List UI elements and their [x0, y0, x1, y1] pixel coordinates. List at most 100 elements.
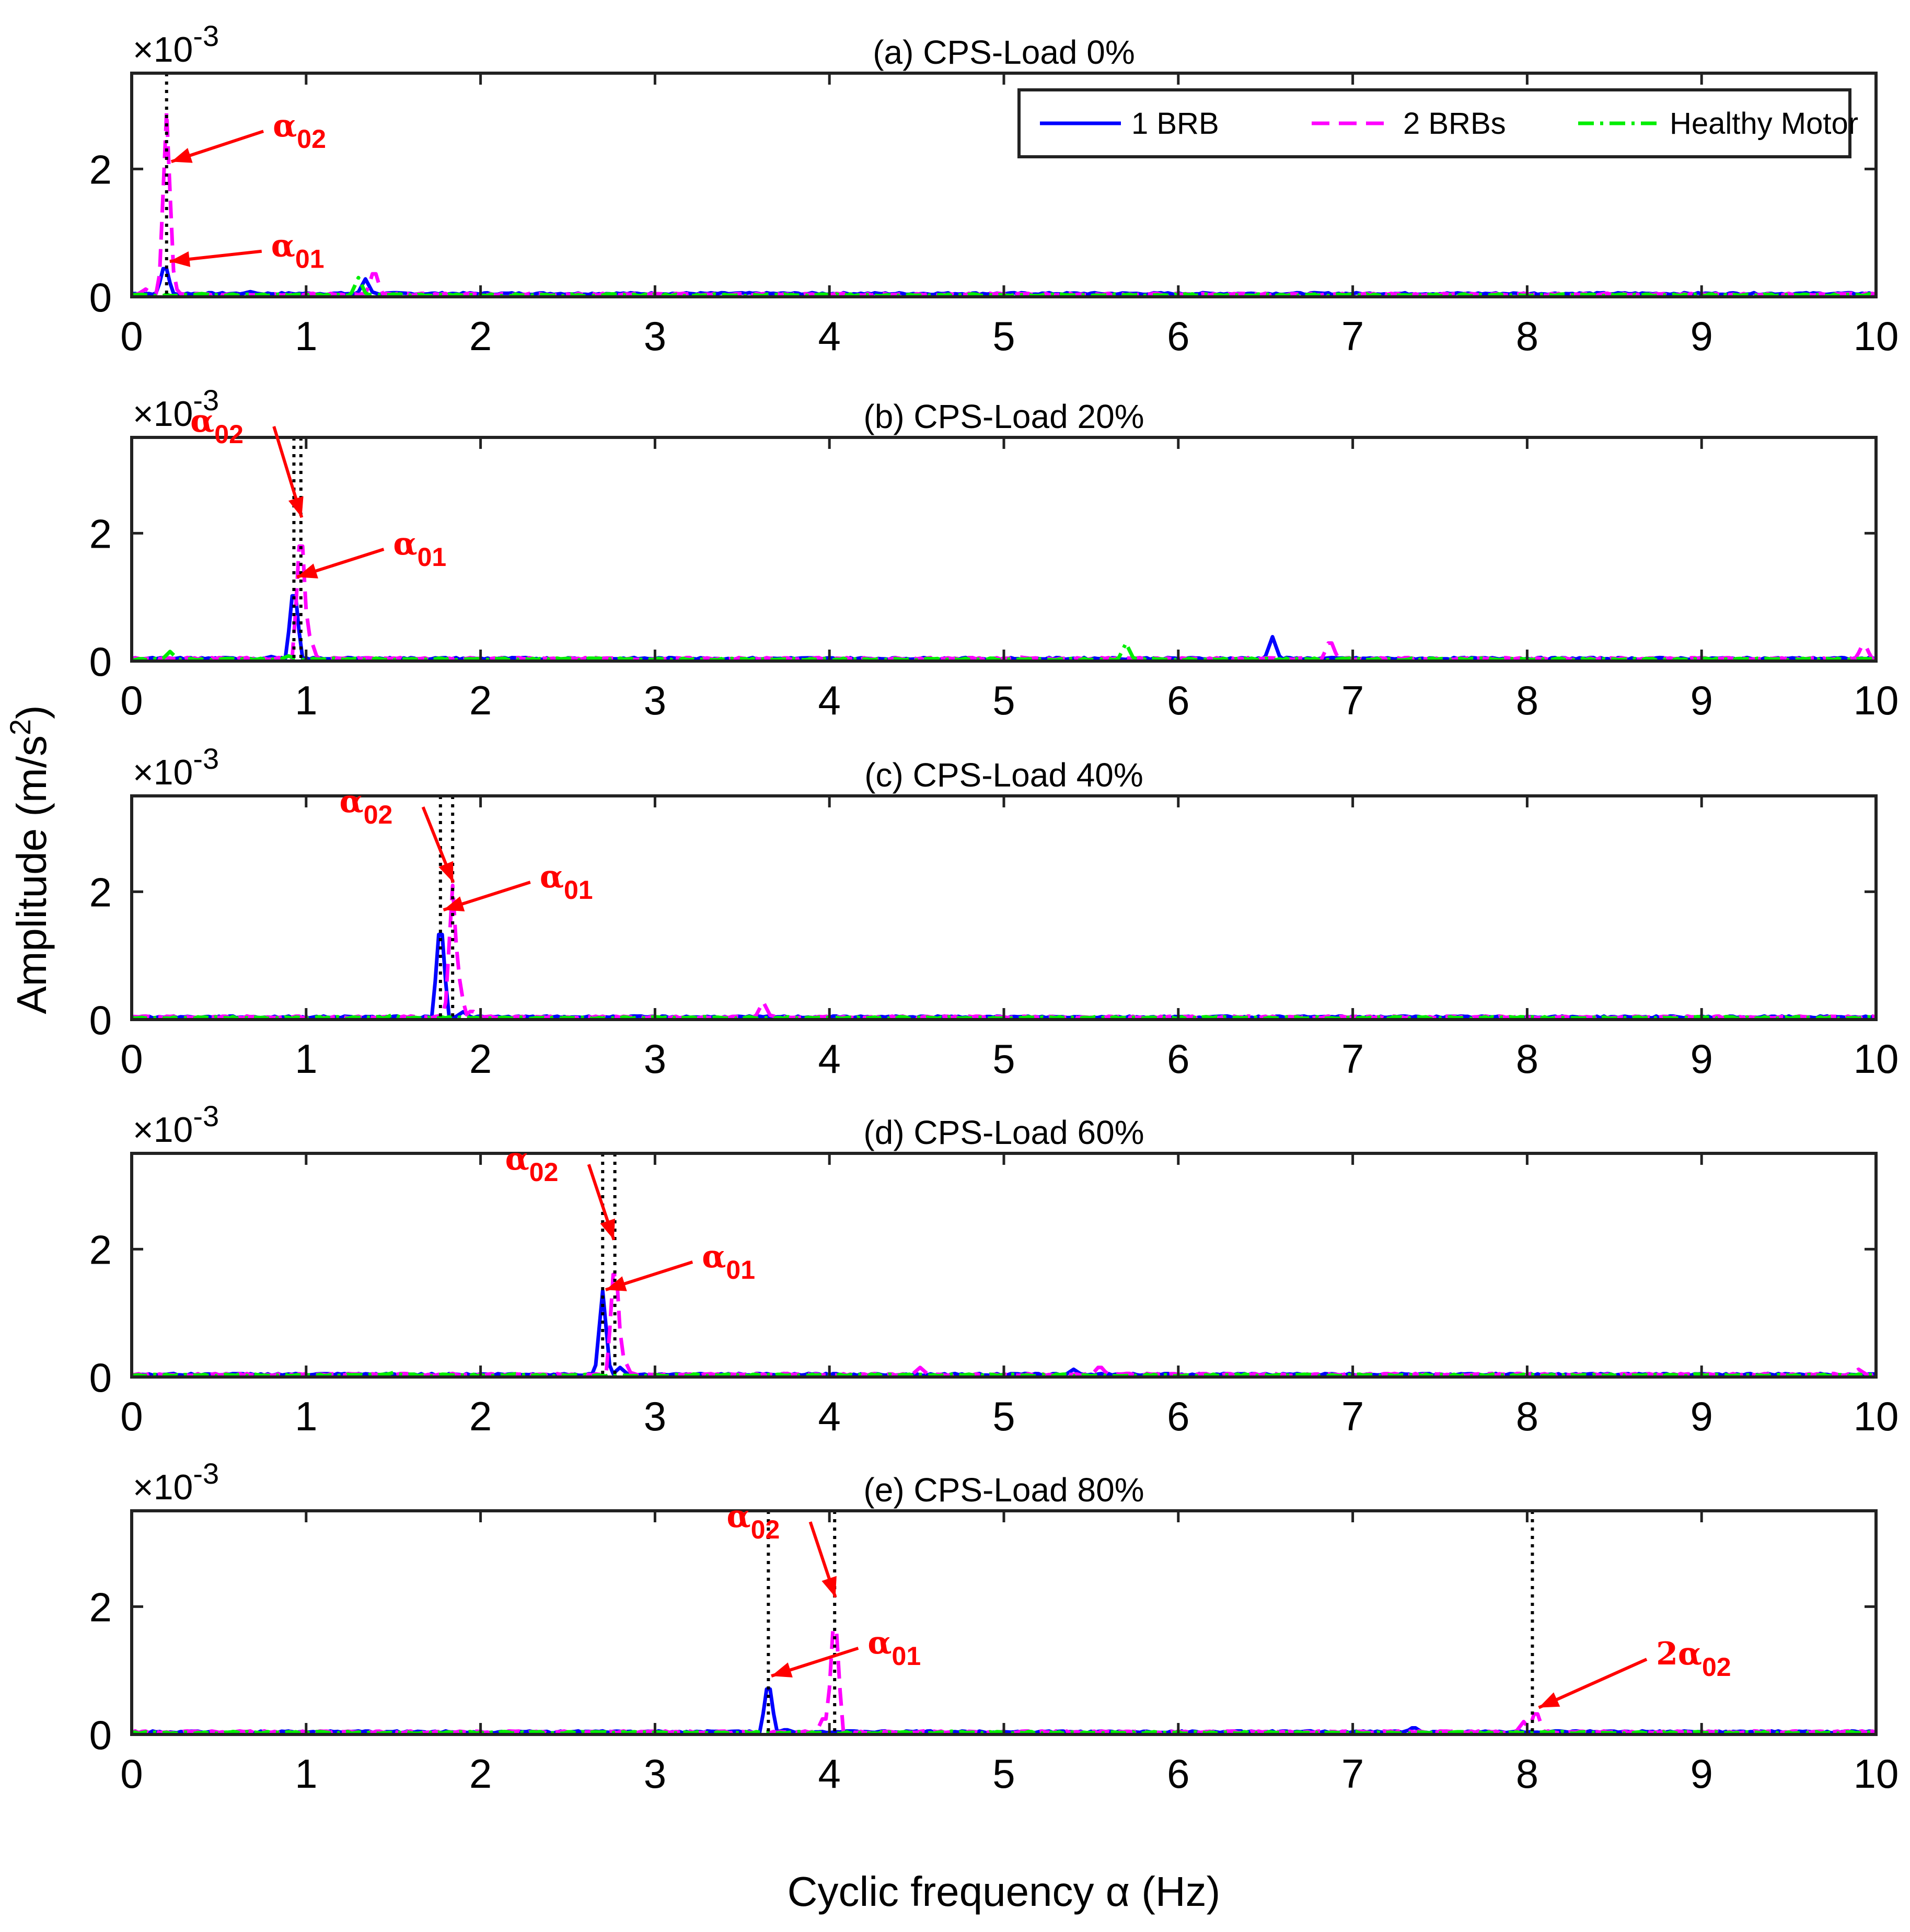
annotation-label: α01 [540, 859, 593, 905]
y-tick-label: 0 [89, 1712, 112, 1758]
annotation-arrowhead [171, 148, 193, 163]
annotation-arrowhead [288, 496, 304, 518]
annotation-arrowhead [600, 1218, 615, 1240]
y-multiplier: ×10-3 [133, 19, 219, 70]
annotation-2alpha-02: 2α02 [1538, 1636, 1731, 1709]
annotation-alpha-01: α01 [296, 526, 446, 579]
plot-frame [130, 1509, 1878, 1736]
annotation-label: α02 [340, 783, 393, 829]
x-tick-label: 9 [1691, 1751, 1713, 1797]
annotation-label: α01 [271, 228, 325, 274]
panel-4: (d) CPS-Load 60% ×10-3 0 1 2 3 4 5 6 7 8 9 10 0 2 α01 α0… [89, 1100, 1899, 1439]
x-tick-label: 1 [295, 313, 317, 359]
panel-5: (e) CPS-Load 80% ×10-3 0 1 2 3 4 5 6 7 8 9 10 0 2 α01 α0… [89, 1457, 1899, 1797]
series-line-2 [132, 1627, 1876, 1734]
x-tick-label: 5 [992, 1036, 1015, 1082]
y-tick-label: 0 [89, 274, 112, 320]
x-tick-label: 6 [1167, 1751, 1189, 1797]
x-tick-label: 3 [644, 1036, 666, 1082]
x-tick-label: 6 [1167, 313, 1189, 359]
y-tick-label: 2 [89, 146, 112, 192]
annotation-alpha-02: α02 [170, 108, 326, 164]
x-tick-label: 3 [644, 1751, 666, 1797]
panel-2: (b) CPS-Load 20% ×10-3 0 1 2 3 4 5 6 7 8 9 10 0 2 α01 α0… [89, 384, 1899, 723]
panels: (a) CPS-Load 0%×10-30 1 2 3 4 5 6 7 8 9 1002α02α01… [89, 19, 1899, 1797]
annotation-label: α02 [273, 108, 326, 154]
panel-title: (e) CPS-Load 80% [863, 1471, 1144, 1509]
y-tick-label: 2 [89, 1584, 112, 1630]
x-tick-label: 9 [1691, 677, 1713, 723]
x-tick-label: 4 [818, 677, 841, 723]
annotation-arrowhead [605, 1276, 627, 1291]
x-tick-label: 9 [1691, 1393, 1713, 1439]
x-tick-label: 6 [1167, 1036, 1189, 1082]
x-axis-label: Cyclic frequency α (Hz) [788, 1868, 1221, 1915]
annotation-arrowhead [169, 251, 191, 267]
panel-title: (b) CPS-Load 20% [863, 398, 1144, 435]
x-tick-label: 2 [469, 1393, 492, 1439]
y-tick-label: 0 [89, 997, 112, 1043]
x-tick-label: 1 [295, 1751, 317, 1797]
annotation-arrowhead [1538, 1692, 1560, 1708]
series-line-2 [132, 544, 1876, 661]
panel-title: (d) CPS-Load 60% [863, 1114, 1144, 1151]
x-tick-label: 10 [1854, 313, 1899, 359]
plot-frame [130, 1152, 1878, 1379]
legend-label-3: Healthy Motor [1670, 107, 1858, 141]
x-tick-label: 10 [1854, 1036, 1899, 1082]
x-tick-label: 5 [992, 313, 1015, 359]
x-tick-label: 5 [992, 677, 1015, 723]
x-tick-label: 4 [818, 1036, 841, 1082]
panel-title: (a) CPS-Load 0% [873, 33, 1135, 71]
x-tick-label: 2 [469, 677, 492, 723]
x-tick-label: 2 [469, 1751, 492, 1797]
legend-label-2: 2 BRBs [1403, 107, 1506, 141]
y-multiplier: ×10-3 [133, 1100, 219, 1150]
annotation-label: α02 [190, 403, 244, 449]
x-tick-label: 4 [818, 1751, 841, 1797]
annotation-alpha-01: α01 [771, 1625, 921, 1678]
annotation-arrowhead [771, 1662, 793, 1678]
x-tick-label: 1 [295, 1036, 317, 1082]
x-tick-label: 10 [1854, 1393, 1899, 1439]
x-tick-label: 3 [644, 1393, 666, 1439]
y-multiplier: ×10-3 [133, 384, 219, 434]
annotation-label: α01 [702, 1239, 755, 1285]
panel-1: (a) CPS-Load 0% ×10-3 0 1 2 3 4 5 6 7 8 9 10 0 2 α02 α01… [89, 19, 1899, 359]
y-multiplier: ×10-3 [133, 742, 219, 792]
x-tick-label: 5 [992, 1393, 1015, 1439]
x-tick-label: 7 [1341, 313, 1364, 359]
annotation-alpha-02: α02 [340, 783, 455, 883]
annotation-arrowhead [443, 896, 465, 912]
x-tick-label: 10 [1854, 677, 1899, 723]
x-tick-label: 3 [644, 677, 666, 723]
x-tick-label: 1 [295, 677, 317, 723]
series-line-2 [132, 1272, 1876, 1377]
annotation-label: α01 [867, 1625, 921, 1671]
annotation-alpha-02: α02 [190, 403, 304, 518]
y-tick-label: 0 [89, 639, 112, 685]
annotation-arrowhead [438, 861, 454, 883]
y-tick-label: 2 [89, 869, 112, 915]
x-tick-label: 8 [1516, 1036, 1538, 1082]
annotation-arrowhead [821, 1576, 837, 1598]
legend: 1 BRB 2 BRBs Healthy Motor [1017, 88, 1858, 158]
x-tick-label: 0 [120, 1036, 143, 1082]
x-tick-label: 7 [1341, 1036, 1364, 1082]
plot-frame [130, 794, 1878, 1021]
x-tick-label: 5 [992, 1751, 1015, 1797]
x-tick-label: 2 [469, 313, 492, 359]
series-line-3 [132, 641, 1876, 661]
x-tick-label: 3 [644, 313, 666, 359]
x-tick-label: 4 [818, 1393, 841, 1439]
annotation-alpha-01: α01 [169, 228, 325, 274]
x-tick-label: 2 [469, 1036, 492, 1082]
annotation-alpha-02: α02 [505, 1141, 616, 1241]
series-line-1 [132, 932, 1876, 1020]
annotation-arrowhead [297, 563, 318, 579]
annotation-alpha-01: α01 [605, 1239, 755, 1291]
x-tick-label: 9 [1691, 1036, 1713, 1082]
annotation-label: α02 [505, 1141, 559, 1187]
panel-3: (c) CPS-Load 40% ×10-3 0 1 2 3 4 5 6 7 8 9 10 0 2 α01 α0… [89, 742, 1899, 1082]
